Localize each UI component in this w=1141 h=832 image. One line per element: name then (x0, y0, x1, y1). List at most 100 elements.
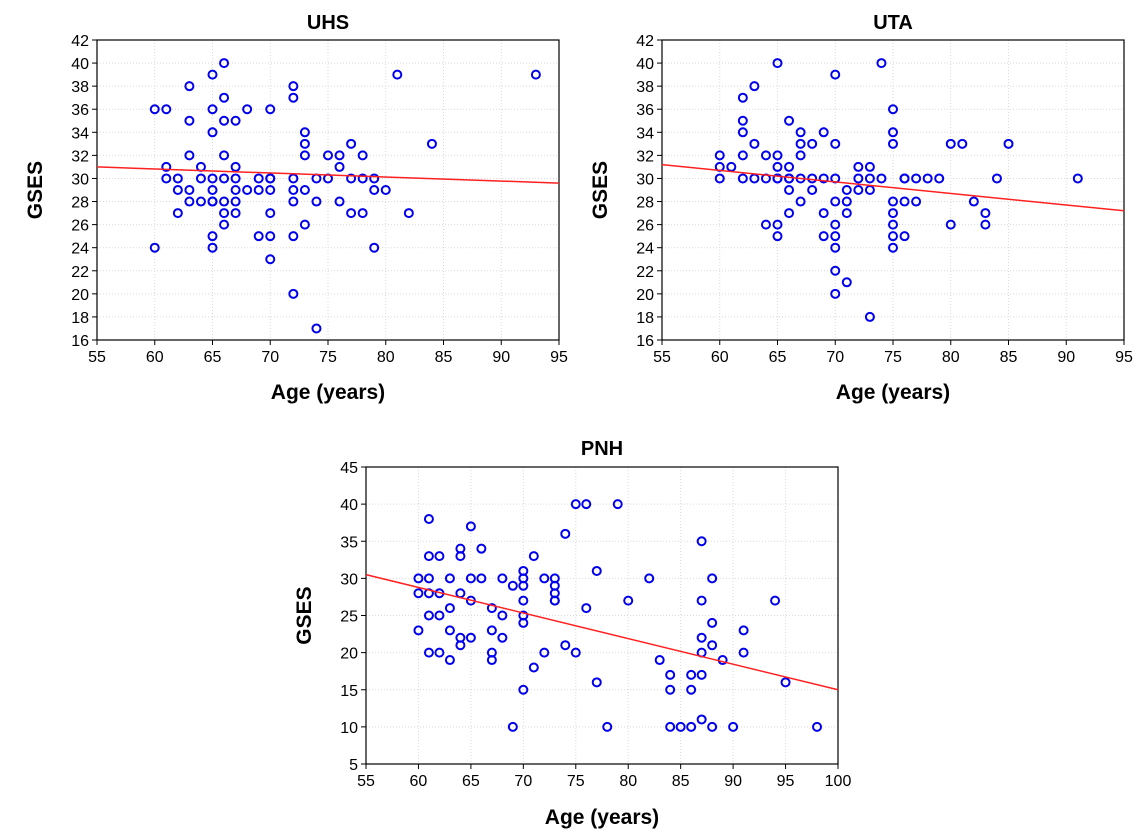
data-point (876, 173, 887, 184)
data-point (288, 196, 299, 207)
data-point (772, 231, 783, 242)
data-point (830, 69, 841, 80)
data-point (486, 625, 497, 636)
data-point (623, 595, 634, 606)
data-point (486, 603, 497, 614)
data-point (853, 185, 864, 195)
data-point (265, 185, 276, 195)
data-point (518, 595, 529, 606)
x-tick-label: 70 (514, 773, 532, 790)
data-point (413, 588, 424, 599)
y-tick-label: 42 (636, 33, 654, 50)
data-point (707, 617, 718, 628)
data-point (760, 219, 771, 230)
data-point (549, 595, 560, 606)
data-point (172, 185, 183, 195)
x-tick-label: 60 (711, 349, 729, 366)
y-tick-label: 28 (636, 195, 654, 212)
data-point (602, 721, 613, 732)
data-point (288, 185, 299, 195)
data-point (476, 543, 487, 554)
data-point (991, 173, 1002, 184)
data-point (444, 625, 455, 636)
data-point (591, 677, 602, 688)
data-point (357, 208, 368, 219)
y-tick-label: 16 (636, 333, 654, 350)
data-point (184, 196, 195, 207)
data-point (207, 185, 218, 195)
data-point (728, 721, 739, 732)
data-point (772, 161, 783, 172)
data-point (686, 721, 697, 732)
y-tick-label: 34 (71, 125, 89, 142)
chart-title: UTA (873, 12, 913, 34)
x-tick-label: 85 (435, 349, 453, 366)
x-tick-label: 90 (1057, 349, 1075, 366)
data-point (888, 138, 898, 149)
data-point (749, 173, 760, 184)
data-point (219, 115, 230, 126)
data-point (518, 684, 529, 695)
x-tick-label: 55 (653, 349, 671, 366)
x-tick-label: 85 (672, 773, 690, 790)
data-point (253, 185, 264, 195)
data-point (686, 684, 697, 695)
data-point (581, 603, 592, 614)
data-point (311, 323, 322, 334)
data-point (795, 138, 806, 149)
data-point (665, 669, 676, 680)
chart-uhs: 55 60 65 70 75 80 85 90 95 16 18 20 22 24 26 28 30 32 34 36… (24, 12, 568, 404)
data-point (207, 104, 218, 115)
x-axis-label: Age (years) (545, 806, 659, 829)
data-point (957, 138, 968, 149)
data-point (784, 185, 795, 195)
data-point (161, 173, 172, 184)
y-tick-label: 22 (71, 264, 89, 281)
data-point (195, 173, 206, 184)
data-point (644, 573, 655, 584)
x-tick-label: 55 (88, 349, 106, 366)
data-point (539, 573, 550, 584)
data-point (288, 92, 299, 103)
data-point (726, 161, 737, 172)
x-tick-label: 95 (777, 773, 795, 790)
data-point (497, 632, 508, 643)
data-point (184, 150, 195, 161)
data-point (807, 138, 818, 149)
data-point (346, 173, 357, 184)
y-tick-label: 22 (636, 264, 654, 281)
data-point (714, 150, 725, 161)
data-point (434, 647, 445, 658)
data-point (888, 127, 898, 138)
data-point (795, 150, 806, 161)
data-point (707, 573, 718, 584)
data-point (423, 513, 434, 524)
data-point (888, 242, 898, 253)
data-point (968, 196, 979, 207)
data-point (899, 196, 910, 207)
data-point (772, 219, 783, 230)
fit-line (365, 573, 839, 691)
data-point (784, 208, 795, 219)
data-point (922, 173, 933, 184)
data-point (795, 196, 806, 207)
y-tick-label: 30 (71, 171, 89, 188)
data-point (253, 231, 264, 242)
data-point (369, 185, 380, 195)
data-point (265, 231, 276, 242)
data-point (714, 173, 725, 184)
data-point (812, 721, 823, 732)
data-point (357, 173, 368, 184)
data-point (465, 632, 476, 643)
data-point (392, 69, 403, 80)
data-point (738, 647, 749, 658)
data-point (230, 115, 241, 126)
data-point (413, 625, 424, 636)
data-point (253, 173, 264, 184)
data-point (265, 208, 276, 219)
data-point (299, 150, 310, 161)
data-point (219, 92, 230, 103)
data-point (219, 219, 230, 230)
data-point (665, 721, 676, 732)
